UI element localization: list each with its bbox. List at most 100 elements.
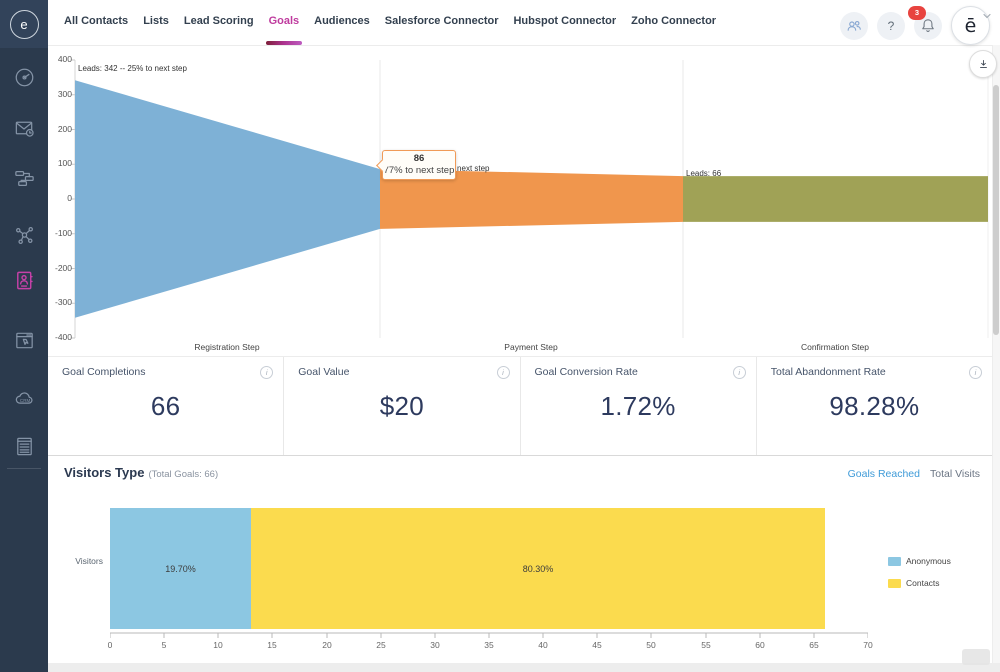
floating-widget-button[interactable]	[962, 649, 990, 665]
legend-item-contacts[interactable]: Contacts	[888, 578, 951, 588]
top-navigation: All Contacts Lists Lead Scoring Goals Au…	[48, 0, 1000, 46]
stat-label: Goal Completions	[62, 366, 146, 378]
y-tick-100: 100	[57, 158, 72, 168]
tab-audiences[interactable]: Audiences	[314, 15, 370, 27]
bar-segment-contacts[interactable]: 80.30%	[251, 508, 825, 629]
y-tick-300: 300	[57, 89, 72, 99]
x-tick: 15	[267, 640, 277, 650]
segment-percent-label: 19.70%	[165, 563, 196, 574]
bar-category-label: Visitors	[75, 556, 103, 566]
x-tick: 60	[755, 640, 765, 650]
x-tick: 10	[213, 640, 223, 650]
crm-cloud-icon: CRM	[15, 391, 33, 404]
tab-zoho-connector[interactable]: Zoho Connector	[631, 15, 717, 27]
stat-label: Goal Conversion Rate	[534, 366, 638, 378]
topbar-actions: ? 3 ē	[840, 5, 991, 45]
stat-label: Total Abandonment Rate	[770, 366, 886, 378]
goal-stats-row: Goal Completions i 66 Goal Value i $20 G…	[48, 356, 992, 456]
tab-salesforce-connector[interactable]: Salesforce Connector	[384, 15, 499, 27]
info-icon[interactable]: i	[260, 366, 274, 379]
sidebar-item-dashboard[interactable]	[0, 62, 48, 92]
dashboard-gauge-icon	[15, 68, 33, 86]
x-tick: 40	[538, 640, 548, 650]
annotation-confirmation-leads: Leads: 66	[686, 169, 722, 178]
download-icon	[979, 59, 987, 68]
sidebar-item-contacts[interactable]	[0, 265, 48, 295]
x-label-confirmation-step: Confirmation Step	[800, 342, 870, 352]
stat-value: 1.72%	[600, 391, 676, 421]
tab-lead-scoring[interactable]: Lead Scoring	[183, 15, 254, 27]
y-tick-0: 0	[67, 193, 72, 203]
x-tick: 45	[592, 640, 602, 650]
bar-legend: Anonymous Contacts	[888, 556, 951, 600]
y-tick-n200: -200	[54, 263, 72, 273]
user-avatar[interactable]: ē	[951, 6, 991, 45]
bar-x-axis	[110, 632, 868, 638]
stat-value: 66	[150, 391, 181, 421]
email-campaign-icon	[15, 121, 34, 137]
sidebar-item-landing-pages[interactable]	[0, 325, 48, 355]
funnel-segment-registration[interactable]	[75, 80, 380, 318]
x-tick: 5	[161, 640, 167, 650]
sidebar: e	[0, 0, 48, 672]
stat-value: $20	[379, 391, 425, 421]
bell-icon	[922, 18, 934, 32]
stat-label: Goal Value	[298, 366, 350, 378]
horizontal-scrollbar[interactable]	[48, 663, 1000, 672]
nav-tabs: All Contacts Lists Lead Scoring Goals Au…	[64, 0, 717, 45]
total-goals-subtitle: (Total Goals: 66)	[148, 469, 219, 480]
help-button[interactable]: ?	[877, 11, 905, 40]
funnel-segment-confirmation[interactable]	[683, 176, 988, 222]
info-icon[interactable]: i	[496, 366, 510, 379]
contacts-book-icon	[16, 271, 33, 289]
info-icon[interactable]: i	[732, 366, 746, 379]
y-tick-200: 200	[57, 124, 72, 134]
legend-item-anonymous[interactable]: Anonymous	[888, 556, 951, 566]
notification-badge: 3	[908, 5, 926, 20]
x-tick: 70	[863, 640, 873, 650]
sidebar-item-crm[interactable]: CRM	[0, 383, 48, 413]
vertical-scrollbar[interactable]	[992, 45, 1000, 663]
bar-segment-anonymous[interactable]: 19.70%	[110, 508, 251, 629]
toggle-goals-reached[interactable]: Goals Reached	[847, 468, 920, 480]
notifications-button[interactable]: 3	[908, 5, 942, 40]
integrations-network-icon	[15, 226, 33, 244]
tab-hubspot-connector[interactable]: Hubspot Connector	[513, 15, 617, 27]
x-tick: 30	[430, 640, 440, 650]
tooltip-text: 77% to next step	[383, 165, 455, 176]
stat-goal-value: Goal Value i $20	[283, 357, 519, 456]
tooltip-value: 86	[413, 153, 425, 165]
logo-letter: e	[9, 9, 39, 39]
export-chart-button[interactable]	[969, 50, 997, 78]
app-logo[interactable]: e	[0, 0, 48, 48]
stat-value: 98.28%	[829, 391, 920, 421]
sidebar-item-forms[interactable]	[0, 431, 48, 461]
info-icon[interactable]: i	[969, 366, 982, 379]
goal-funnel-chart: 400 300 200 100 0 -100 -200 -300 -400 Le…	[48, 48, 997, 356]
sidebar-item-email-campaigns[interactable]	[0, 113, 48, 143]
shared-users-button[interactable]	[840, 11, 868, 40]
funnel-segment-payment[interactable]	[380, 169, 683, 229]
scrollbar-thumb[interactable]	[993, 85, 999, 335]
funnel-tooltip: 86 77% to next step	[376, 150, 456, 180]
stat-goal-conversion-rate: Goal Conversion Rate i 1.72%	[519, 357, 756, 456]
x-tick: 65	[809, 640, 819, 650]
x-tick: 35	[484, 640, 494, 650]
segment-percent-label: 80.30%	[522, 563, 554, 574]
stat-total-abandonment-rate: Total Abandonment Rate i 98.28%	[755, 357, 992, 456]
forms-document-icon	[16, 437, 32, 455]
x-tick: 20	[322, 640, 332, 650]
legend-label: Anonymous	[906, 556, 951, 566]
sidebar-item-integrations[interactable]	[0, 220, 48, 250]
x-tick: 50	[646, 640, 656, 650]
sidebar-item-automation[interactable]	[0, 163, 48, 193]
toggle-total-visits[interactable]: Total Visits	[930, 468, 980, 480]
help-icon: ?	[887, 18, 895, 33]
y-tick-n100: -100	[54, 228, 72, 238]
x-tick: 55	[701, 640, 711, 650]
tab-all-contacts[interactable]: All Contacts	[64, 15, 129, 27]
tab-lists[interactable]: Lists	[143, 15, 169, 27]
visitors-type-panel: Visitors Type (Total Goals: 66) Goals Rea…	[48, 455, 992, 664]
tab-goals[interactable]: Goals	[265, 15, 302, 45]
annotation-registration-leads: Leads: 342 -- 25% to next step	[78, 64, 187, 73]
